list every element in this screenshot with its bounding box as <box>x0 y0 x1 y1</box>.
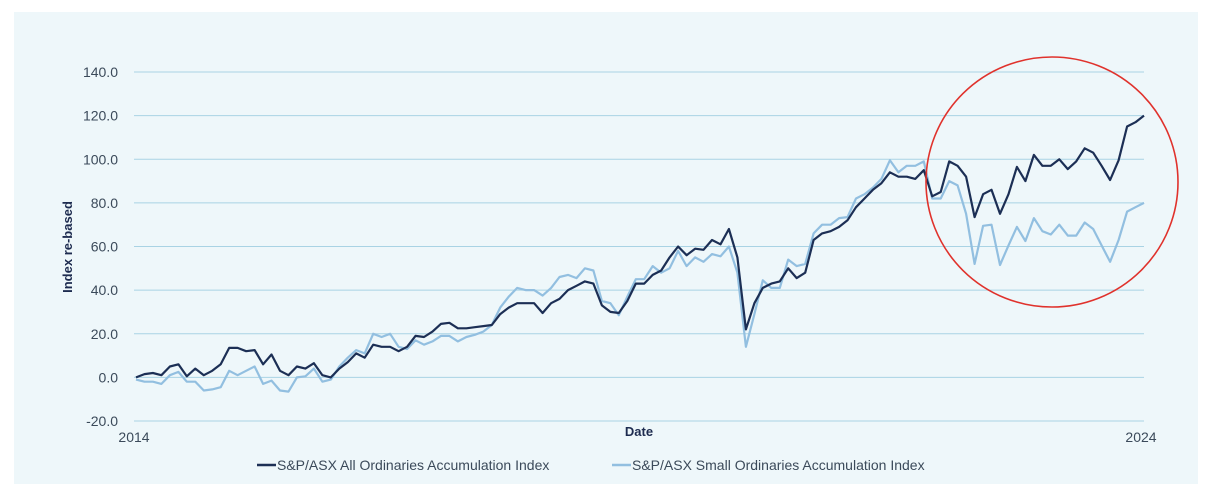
gridlines <box>134 71 1144 422</box>
y-axis-title: Index re-based <box>60 201 75 293</box>
annotation-layer <box>925 56 1179 308</box>
y-tick-label: 20.0 <box>91 326 118 342</box>
y-tick-label: -20.0 <box>86 413 118 429</box>
line-chart: -20.00.020.040.060.080.0100.0120.0140.0 … <box>60 56 1179 473</box>
series-line-small-ordinaries <box>135 159 1145 393</box>
y-tick-label: 60.0 <box>91 239 118 255</box>
legend: S&P/ASX All Ordinaries Accumulation Inde… <box>257 457 925 473</box>
y-tick-label: 0.0 <box>99 369 119 385</box>
x-tick-label-end: 2024 <box>1125 429 1156 445</box>
y-tick-label: 120.0 <box>83 108 118 124</box>
legend-item-all-ordinaries: S&P/ASX All Ordinaries Accumulation Inde… <box>257 457 549 473</box>
legend-label-small-ordinaries: S&P/ASX Small Ordinaries Accumulation In… <box>632 457 925 473</box>
y-tick-label: 40.0 <box>91 282 118 298</box>
x-tick-label-start: 2014 <box>118 429 149 445</box>
y-tick-label: 140.0 <box>83 64 118 80</box>
series-lines <box>135 114 1145 393</box>
y-tick-labels: -20.0 0.0 20.0 40.0 60.0 80.0 100.0 120.0 140.0 <box>83 64 118 429</box>
highlight-circle <box>925 56 1179 308</box>
y-tick-label: 80.0 <box>91 195 118 211</box>
series-line-all-ordinaries <box>135 114 1145 379</box>
chart-panel: -20.0 0.0 20.0 40.0 60.0 80.0 100.0 120.0 140.0 … <box>14 12 1198 484</box>
x-axis-title: Date <box>625 424 653 439</box>
legend-item-small-ordinaries: S&P/ASX Small Ordinaries Accumulation In… <box>612 457 925 473</box>
y-tick-label: 100.0 <box>83 151 118 167</box>
legend-label-all-ordinaries: S&P/ASX All Ordinaries Accumulation Inde… <box>277 457 549 473</box>
